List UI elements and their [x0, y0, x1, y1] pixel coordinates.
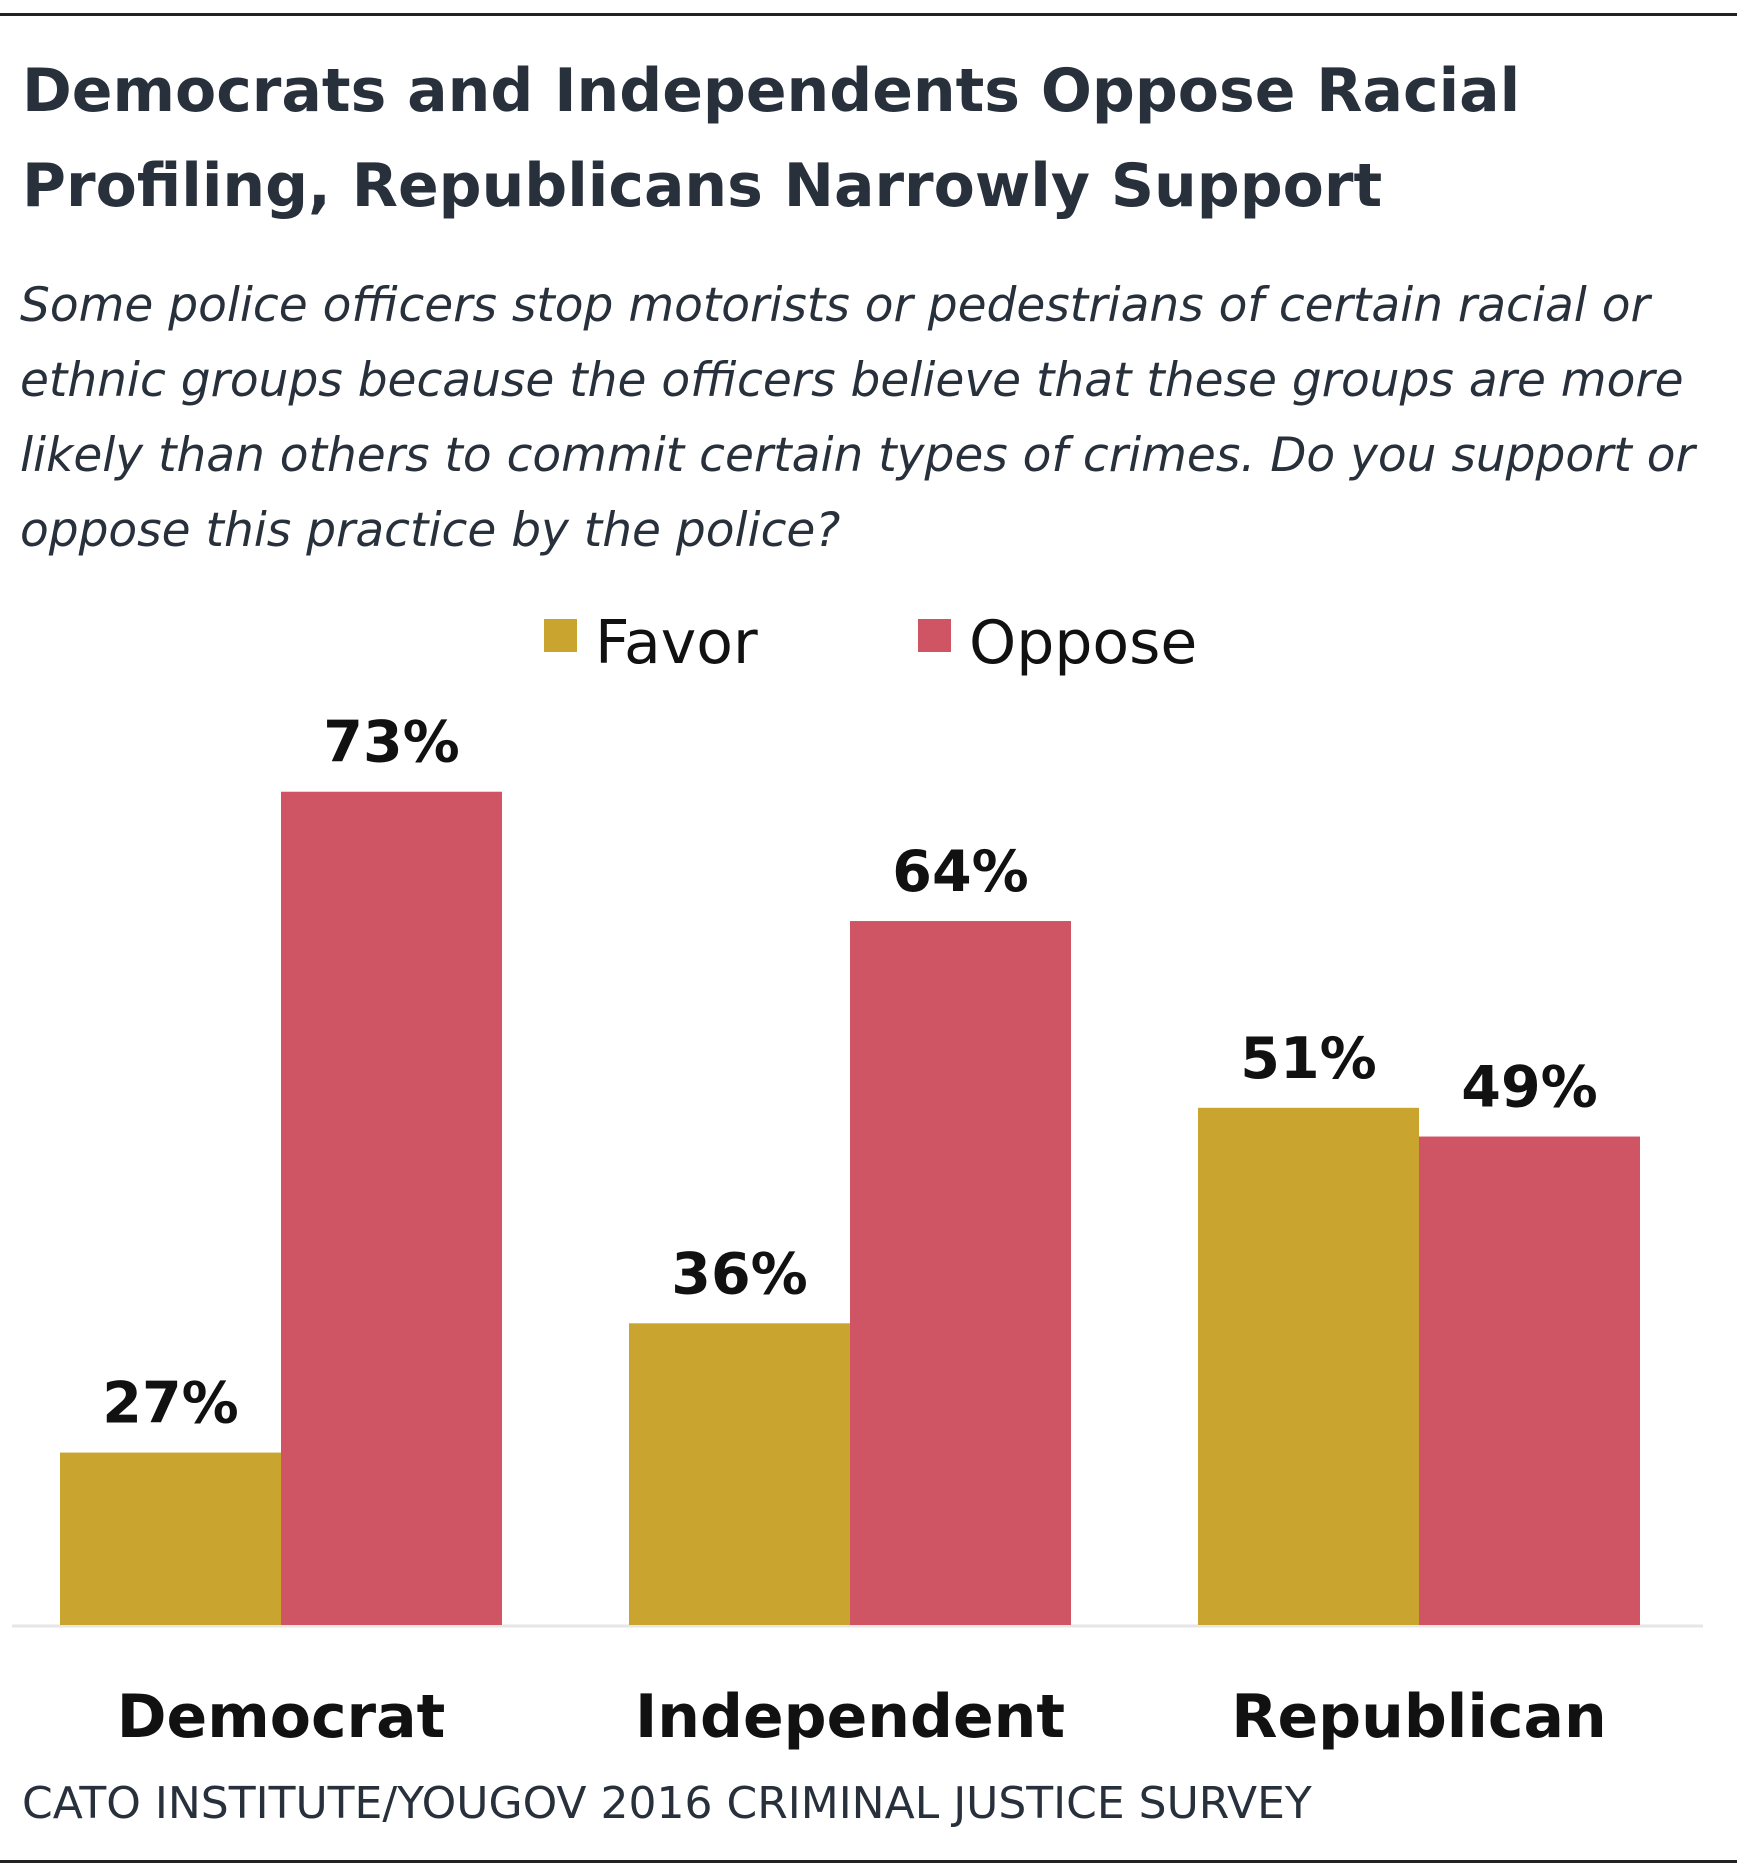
bar [1419, 1136, 1640, 1625]
value-label: 36% [671, 1241, 807, 1307]
source-note: CATO INSTITUTE/YOUGOV 2016 CRIMINAL JUST… [22, 1778, 1312, 1829]
value-label: 73% [323, 710, 459, 776]
chart-title: Democrats and Independents Oppose Racial… [22, 56, 1521, 221]
value-label: 49% [1461, 1055, 1597, 1121]
bottom-rule [0, 1860, 1737, 1863]
legend-swatch [918, 619, 951, 652]
x-tick-label: Democrat [117, 1682, 446, 1752]
top-rule [0, 13, 1737, 16]
legend-label: Favor [595, 608, 758, 678]
legend-swatch [544, 619, 577, 652]
bar [629, 1323, 850, 1625]
chart-subtitle: Some police officers stop motorists or p… [20, 278, 1695, 558]
legend-label: Oppose [969, 608, 1197, 678]
value-label: 27% [102, 1371, 238, 1437]
value-label: 64% [892, 839, 1028, 905]
value-label: 51% [1240, 1026, 1376, 1092]
bar [850, 921, 1071, 1625]
x-tick-label: Republican [1231, 1682, 1606, 1752]
bar [281, 791, 502, 1625]
x-tick-label: Independent [635, 1682, 1065, 1752]
bar [60, 1452, 281, 1625]
bar [1198, 1107, 1419, 1625]
